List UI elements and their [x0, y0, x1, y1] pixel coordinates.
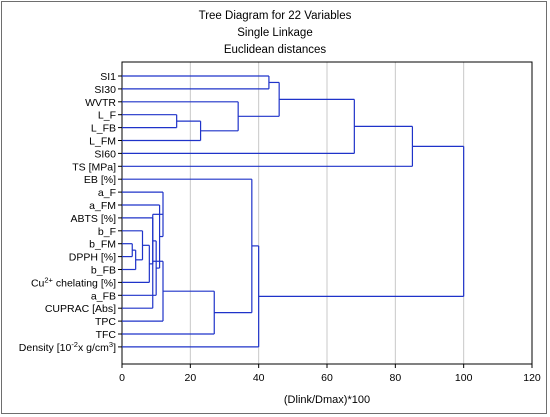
dendrogram-link — [122, 240, 157, 296]
x-tick-label: 20 — [184, 372, 196, 384]
leaf-label: SI60 — [94, 148, 116, 160]
leaf-label: a_F — [98, 187, 116, 199]
leaf-label: b_F — [98, 226, 116, 238]
chart-subtitle-linkage: Single Linkage — [237, 27, 313, 39]
leaf-label: Cu2+ chelating [%] — [31, 275, 116, 290]
dendrogram-link — [122, 75, 270, 90]
x-tick-label: 100 — [455, 372, 473, 384]
leaf-label: WVTR — [85, 97, 116, 109]
leaf-label: DPPH [%] — [69, 252, 116, 264]
leaf-label: L_F — [98, 110, 116, 122]
dendrogram-link — [122, 120, 202, 142]
grid-lines — [189, 62, 465, 364]
chart-title: Tree Diagram for 22 Variables — [198, 10, 352, 22]
leaf-label: ABTS [%] — [70, 213, 116, 225]
x-tick-label: 120 — [523, 372, 541, 384]
leaf-label: L_FB — [91, 123, 116, 135]
leaf-label: TFC — [96, 329, 117, 341]
leaf-label: b_FM — [89, 239, 116, 251]
x-axis-ticks: 0 20 40 60 80 100 120 — [119, 364, 541, 384]
leaf-label: SI1 — [100, 71, 116, 83]
x-tick-label: 80 — [389, 372, 401, 384]
leaf-label: Density [10-2x g/cm3] — [19, 339, 116, 354]
leaf-label: CUPRAC [Abs] — [45, 303, 116, 315]
dendrogram-link — [122, 101, 239, 132]
dendrogram-link — [122, 290, 215, 335]
chart-subtitle-distance: Euclidean distances — [223, 44, 327, 56]
dendrogram-tree — [122, 75, 465, 348]
leaf-label: TS [MPa] — [72, 161, 116, 173]
dendrogram-link — [122, 114, 178, 129]
chart-title-block: Tree Diagram for 22 Variables Single Lin… — [0, 8, 550, 59]
leaf-label: L_FM — [89, 136, 116, 148]
dendrogram-link — [122, 125, 414, 167]
dendrogram-link — [122, 243, 133, 258]
leaf-label: TPC — [95, 316, 116, 328]
x-tick-label: 0 — [119, 372, 125, 384]
leaf-label: a_FB — [91, 290, 116, 302]
leaf-label: SI30 — [94, 84, 116, 96]
x-axis-title: (Dlink/Dmax)*100 — [284, 394, 370, 406]
dendrogram-link — [122, 178, 253, 314]
x-tick-label: 60 — [321, 372, 333, 384]
dendrogram-link — [122, 249, 137, 271]
dendrogram-link — [258, 145, 465, 297]
leaf-label: a_FM — [89, 200, 116, 212]
leaf-label: EB [%] — [84, 174, 116, 186]
x-tick-label: 40 — [253, 372, 265, 384]
leaf-label: b_FB — [91, 265, 116, 277]
dendrogram-link — [122, 260, 164, 322]
